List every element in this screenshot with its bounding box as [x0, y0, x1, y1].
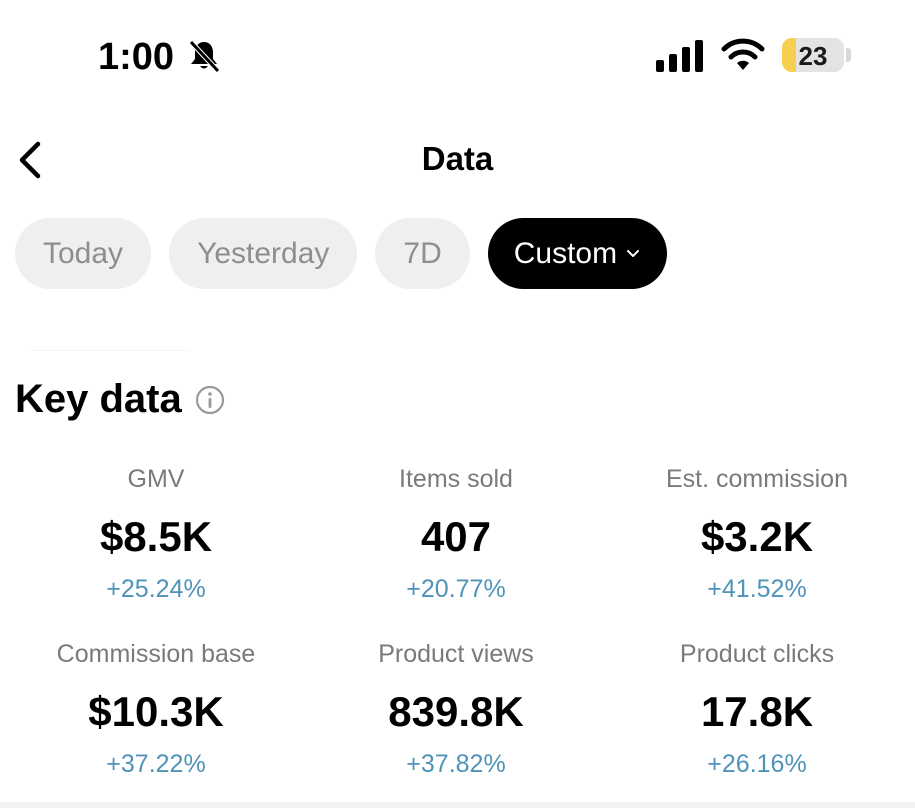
metric-delta: +25.24% — [106, 575, 206, 603]
metric-delta: +41.52% — [707, 575, 807, 603]
metric-label: GMV — [127, 465, 185, 493]
filter-yesterday-label: Yesterday — [197, 236, 330, 270]
wifi-icon — [721, 38, 765, 70]
metric-delta: +20.77% — [406, 575, 506, 603]
metric-delta: +26.16% — [707, 750, 807, 778]
filter-custom-label: Custom — [513, 236, 618, 270]
divider — [30, 350, 190, 351]
metric-label: Est. commission — [666, 465, 848, 493]
metric-gmv[interactable]: GMV $8.5K +25.24% — [6, 464, 306, 604]
chevron-down-icon — [627, 249, 640, 257]
back-button[interactable] — [10, 136, 54, 184]
metric-value: 17.8K — [700, 688, 814, 735]
metric-items-sold[interactable]: Items sold 407 +20.77% — [306, 464, 606, 604]
metric-product-views[interactable]: Product views 839.8K +37.82% — [306, 639, 606, 779]
date-filter-bar: Today Yesterday 7D Custom — [15, 218, 668, 289]
battery-level-text: 23 — [798, 41, 828, 71]
cellular-signal-icon — [656, 40, 703, 72]
battery-icon: 23 — [782, 38, 844, 72]
filter-7d-label: 7D — [403, 236, 442, 270]
chevron-left-icon — [19, 141, 41, 179]
battery-cap — [846, 48, 851, 62]
bottom-edge — [0, 802, 915, 808]
metric-value: $3.2K — [700, 513, 814, 560]
metric-value: $10.3K — [88, 688, 224, 735]
metric-commission-base[interactable]: Commission base $10.3K +37.22% — [6, 639, 306, 779]
filter-today-label: Today — [43, 236, 124, 270]
metric-product-clicks[interactable]: Product clicks 17.8K +26.16% — [607, 639, 907, 779]
metric-label: Product clicks — [679, 640, 835, 668]
filter-7d[interactable]: 7D — [375, 218, 470, 289]
metric-value: 407 — [420, 513, 492, 560]
status-bar: 1:00 23 — [0, 0, 915, 110]
info-icon[interactable] — [194, 384, 226, 416]
battery-level-fill — [782, 38, 797, 72]
filter-today[interactable]: Today — [15, 218, 152, 289]
metric-value: 839.8K — [388, 688, 524, 735]
metric-label: Product views — [378, 640, 534, 668]
metric-delta: +37.22% — [106, 750, 206, 778]
status-time: 1:00 — [98, 36, 175, 78]
key-data-heading: Key data — [15, 377, 226, 422]
metric-label: Items sold — [399, 465, 513, 493]
metric-est-commission[interactable]: Est. commission $3.2K +41.52% — [607, 464, 907, 604]
filter-yesterday[interactable]: Yesterday — [169, 218, 358, 289]
metric-label: Commission base — [56, 640, 256, 668]
filter-custom[interactable]: Custom — [487, 218, 668, 289]
page-title: Data — [421, 140, 494, 177]
metric-delta: +37.82% — [406, 750, 506, 778]
bell-muted-icon — [189, 40, 220, 73]
key-data-title: Key data — [15, 377, 182, 421]
metric-value: $8.5K — [99, 513, 213, 560]
